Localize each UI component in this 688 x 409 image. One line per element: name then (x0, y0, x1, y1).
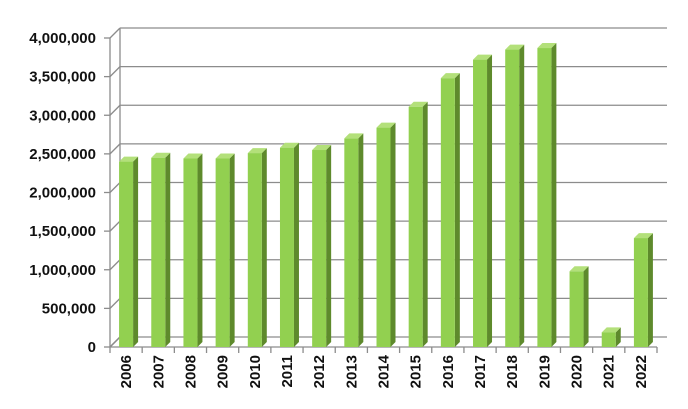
y-tick-label: 500,000 (42, 300, 96, 317)
bar (569, 266, 589, 347)
x-tick-label: 2020 (569, 355, 586, 388)
bar (408, 101, 428, 347)
y-tick-label: 2,000,000 (29, 185, 96, 202)
y-tick-label: 1,500,000 (29, 223, 96, 240)
bar (119, 156, 139, 347)
x-tick-label: 2019 (536, 355, 553, 388)
bar (505, 44, 525, 348)
bar (312, 145, 332, 347)
x-tick-label: 2006 (118, 355, 135, 388)
bar (473, 54, 493, 347)
bar (440, 73, 460, 348)
bar (151, 152, 171, 347)
x-tick-label: 2014 (376, 354, 393, 388)
x-tick-label: 2011 (279, 355, 296, 388)
y-tick-label: 0 (88, 339, 96, 356)
y-tick-label: 2,500,000 (29, 146, 96, 163)
chart-bars (119, 43, 653, 348)
x-tick-label: 2021 (601, 355, 618, 388)
bar (183, 153, 203, 347)
x-tick-label: 2016 (440, 355, 457, 388)
y-tick-label: 1,000,000 (29, 262, 96, 279)
bar (279, 142, 299, 347)
bar (247, 148, 267, 347)
bar (601, 327, 621, 347)
y-tick-label: 3,000,000 (29, 107, 96, 124)
bar (344, 133, 364, 347)
gridline (104, 104, 667, 116)
gridline (104, 65, 667, 78)
x-tick-label: 2013 (343, 355, 360, 388)
y-axis-tick-labels: 0 500,000 1,000,000 1,500,000 2,000,000 2,500… (29, 30, 96, 356)
y-tick-label: 4,000,000 (29, 30, 96, 47)
x-tick-label: 2007 (150, 355, 167, 388)
x-tick-label: 2009 (215, 355, 232, 388)
x-axis-tick-labels: 2006 2007 2008 2009 2010 2011 2012 2013 2014 2015… (118, 354, 650, 388)
x-tick-label: 2018 (504, 355, 521, 388)
bar (537, 43, 557, 347)
x-tick-label: 2012 (311, 355, 328, 388)
bar (376, 122, 396, 347)
x-tick-label: 2008 (182, 355, 199, 388)
gridline (104, 27, 667, 39)
y-tick-label: 3,500,000 (29, 69, 96, 86)
x-tick-label: 2017 (472, 355, 489, 388)
x-tick-label: 2010 (247, 355, 264, 388)
x-tick-label: 2015 (408, 355, 425, 388)
bar (633, 233, 653, 347)
bar (215, 153, 235, 347)
x-tick-label: 2022 (633, 355, 650, 388)
